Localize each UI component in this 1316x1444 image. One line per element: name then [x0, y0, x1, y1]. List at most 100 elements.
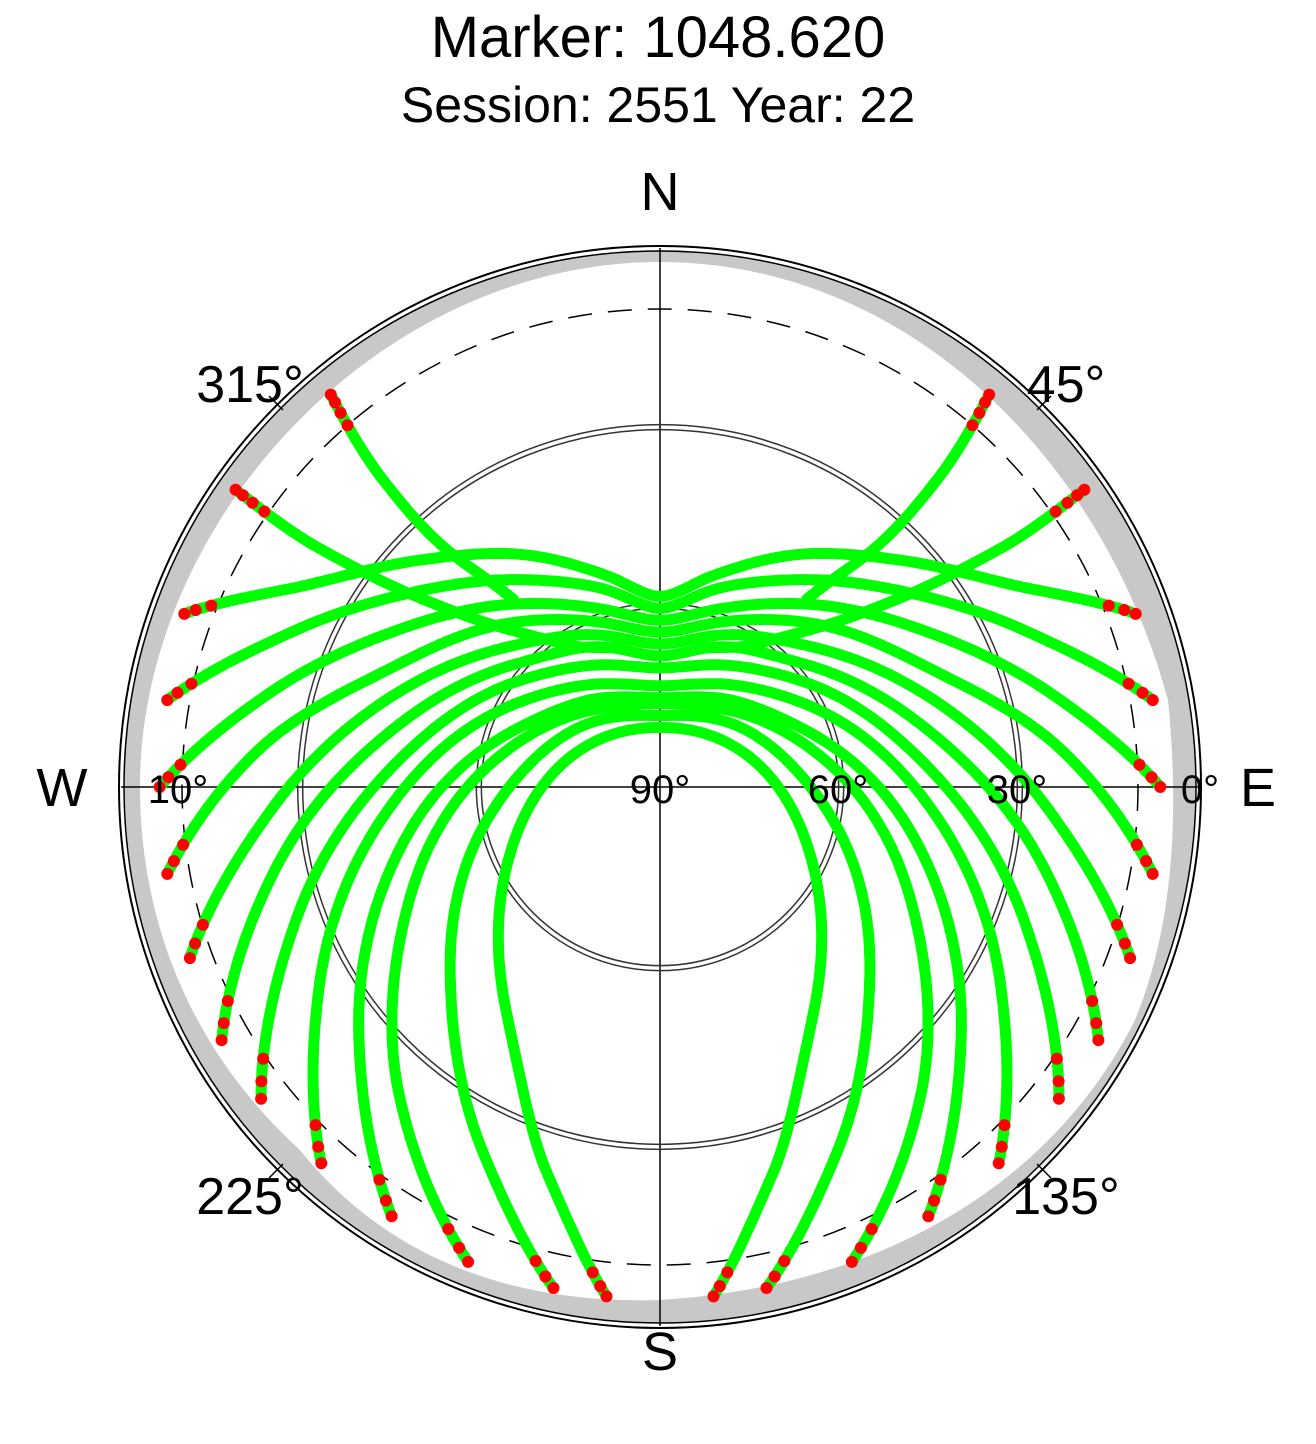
satellite-track: [801, 388, 996, 605]
track-line: [444, 709, 876, 1294]
azimuth-label-135: 135°: [1012, 1168, 1120, 1226]
satellite-track: [161, 574, 1159, 707]
track-line: [801, 389, 995, 605]
low-elevation-point: [1154, 781, 1167, 793]
elevation-circles: [296, 423, 1024, 1151]
track-line: [691, 484, 1090, 655]
low-elevation-point: [246, 496, 259, 509]
satellite-track: [178, 547, 1142, 620]
track-line: [161, 574, 1159, 706]
low-elevation-point: [922, 1210, 935, 1223]
low-elevation-point: [312, 1140, 325, 1153]
low-elevation-point: [258, 505, 271, 518]
low-elevation-point: [934, 1173, 947, 1186]
low-elevation-point: [1061, 496, 1074, 509]
elevation-label-10: 10°: [148, 768, 209, 812]
low-elevation-point: [1140, 855, 1153, 868]
low-elevation-point: [966, 419, 979, 432]
low-elevation-point: [153, 781, 166, 793]
low-elevation-point: [1050, 1052, 1063, 1065]
horizon-circle-outer: [118, 245, 1202, 1329]
low-elevation-point: [1086, 995, 1099, 1007]
low-elevation-point: [983, 388, 996, 401]
azimuth-ticks: [268, 395, 1052, 1179]
low-elevation-point: [1052, 1075, 1065, 1088]
elevation-circle-30: [296, 423, 1024, 1151]
chart-title: Marker: 1048.620: [430, 5, 886, 70]
low-elevation-point: [171, 686, 184, 699]
low-elevation-point: [309, 1119, 322, 1132]
low-elevation-point: [768, 1270, 781, 1283]
satellite-track: [386, 698, 934, 1268]
track-line: [178, 547, 1142, 620]
satellite-track: [492, 721, 828, 1303]
low-elevation-point: [177, 838, 190, 851]
elevation-label-30: 30°: [987, 768, 1048, 812]
low-elevation-point: [778, 1255, 791, 1267]
low-elevation-point: [162, 771, 175, 784]
direction-north: N: [641, 162, 680, 222]
track-line: [325, 389, 519, 605]
track-line: [307, 678, 1013, 1169]
satellite-track: [691, 483, 1091, 655]
low-elevation-point: [1122, 677, 1135, 690]
low-elevation-point: [385, 1210, 398, 1223]
track-line: [255, 659, 1065, 1105]
azimuth-label-45: 45°: [1027, 356, 1106, 414]
low-elevation-point: [189, 604, 202, 616]
direction-south: S: [642, 1322, 678, 1382]
low-elevation-point: [713, 1280, 726, 1293]
low-elevation-point: [315, 1157, 328, 1170]
satellite-track: [215, 641, 1105, 1047]
satellite-track: [183, 629, 1137, 965]
low-elevation-point: [1136, 686, 1149, 699]
low-elevation-point: [547, 1282, 560, 1294]
satellite-track: [353, 691, 967, 1223]
low-elevation-point: [1146, 694, 1159, 707]
low-elevation-point: [529, 1255, 542, 1267]
track-line: [184, 629, 1136, 964]
track-line: [386, 698, 934, 1268]
low-elevation-point: [928, 1194, 941, 1207]
low-elevation-point: [539, 1270, 552, 1283]
low-elevation-point: [1049, 505, 1062, 518]
low-elevation-point: [1092, 1034, 1105, 1047]
satellite-tracks: [153, 388, 1167, 1303]
low-elevation-point: [183, 952, 196, 965]
low-elevation-point: [600, 1290, 613, 1303]
low-elevation-point: [236, 489, 249, 502]
low-elevation-point: [221, 995, 234, 1007]
track-line: [353, 691, 967, 1222]
track-line: [230, 484, 629, 655]
chart-subtitle: Session: 2551 Year: 22: [400, 77, 916, 133]
dashed-cutoff-circle: [181, 308, 1139, 1266]
azimuth-label-315: 315°: [196, 356, 304, 414]
low-elevation-point: [373, 1173, 386, 1186]
low-elevation-point: [217, 1017, 230, 1030]
low-elevation-point: [1111, 918, 1124, 931]
track-line: [216, 641, 1104, 1046]
low-elevation-point: [973, 406, 986, 419]
satellite-track: [324, 388, 519, 605]
low-elevation-point: [196, 918, 209, 931]
low-elevation-point: [1124, 952, 1137, 965]
track-line: [492, 721, 828, 1302]
low-elevation-point: [462, 1255, 475, 1268]
low-elevation-point: [1102, 599, 1115, 612]
track-line: [154, 597, 1166, 793]
low-elevation-point: [255, 1075, 268, 1088]
low-elevation-point: [189, 937, 202, 950]
low-elevation-point: [854, 1241, 867, 1254]
low-elevation-point: [379, 1194, 392, 1207]
direction-east: E: [1240, 758, 1276, 818]
low-elevation-point: [998, 1119, 1011, 1132]
low-elevation-point: [1133, 758, 1146, 771]
low-elevation-point: [178, 607, 191, 620]
low-elevation-point: [1130, 838, 1143, 851]
low-elevation-point: [341, 419, 354, 432]
satellite-track: [255, 659, 1065, 1105]
low-elevation-point: [594, 1280, 607, 1293]
low-elevation-point: [334, 406, 347, 419]
satellite-track: [307, 678, 1013, 1170]
